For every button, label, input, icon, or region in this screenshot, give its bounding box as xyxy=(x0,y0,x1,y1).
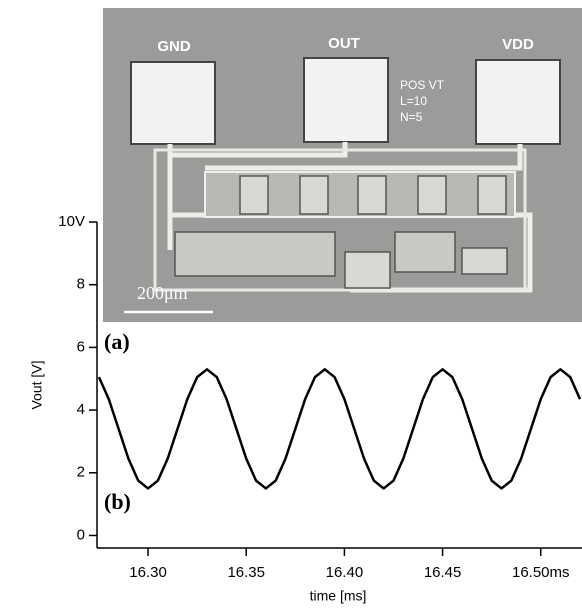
y-tick-label: 2 xyxy=(77,464,85,481)
panel-label: (a) xyxy=(104,329,130,354)
x-tick-label: 16.30 xyxy=(129,564,167,581)
x-tick-label: 16.45 xyxy=(424,564,462,581)
signal-line xyxy=(97,368,582,490)
pad-label: GND xyxy=(157,38,191,55)
y-tick-label: 8 xyxy=(77,276,85,293)
y-tick-label: 0 xyxy=(77,526,85,543)
chip-label: L=10 xyxy=(400,94,427,108)
panel-label: (b) xyxy=(104,489,131,514)
y-axis-label: Vout [V] xyxy=(29,360,45,409)
x-tick-label: 16.40 xyxy=(326,564,364,581)
y-tick-label: 10V xyxy=(58,213,85,230)
micrograph: GND OUT VDD POS VT L=10 N=5 200μm xyxy=(103,8,582,322)
y-tick-label: 4 xyxy=(77,401,85,418)
x-tick-label: 16.50ms xyxy=(512,564,570,581)
x-axis-label: time [ms] xyxy=(310,588,367,604)
scale-bar-label: 200μm xyxy=(137,283,188,303)
pad-label: OUT xyxy=(328,35,360,52)
chip-label: N=5 xyxy=(400,110,423,124)
x-tick-label: 16.35 xyxy=(227,564,265,581)
y-tick-label: 6 xyxy=(77,338,85,355)
chip-label: POS VT xyxy=(400,78,445,92)
pad-label: VDD xyxy=(502,36,534,53)
